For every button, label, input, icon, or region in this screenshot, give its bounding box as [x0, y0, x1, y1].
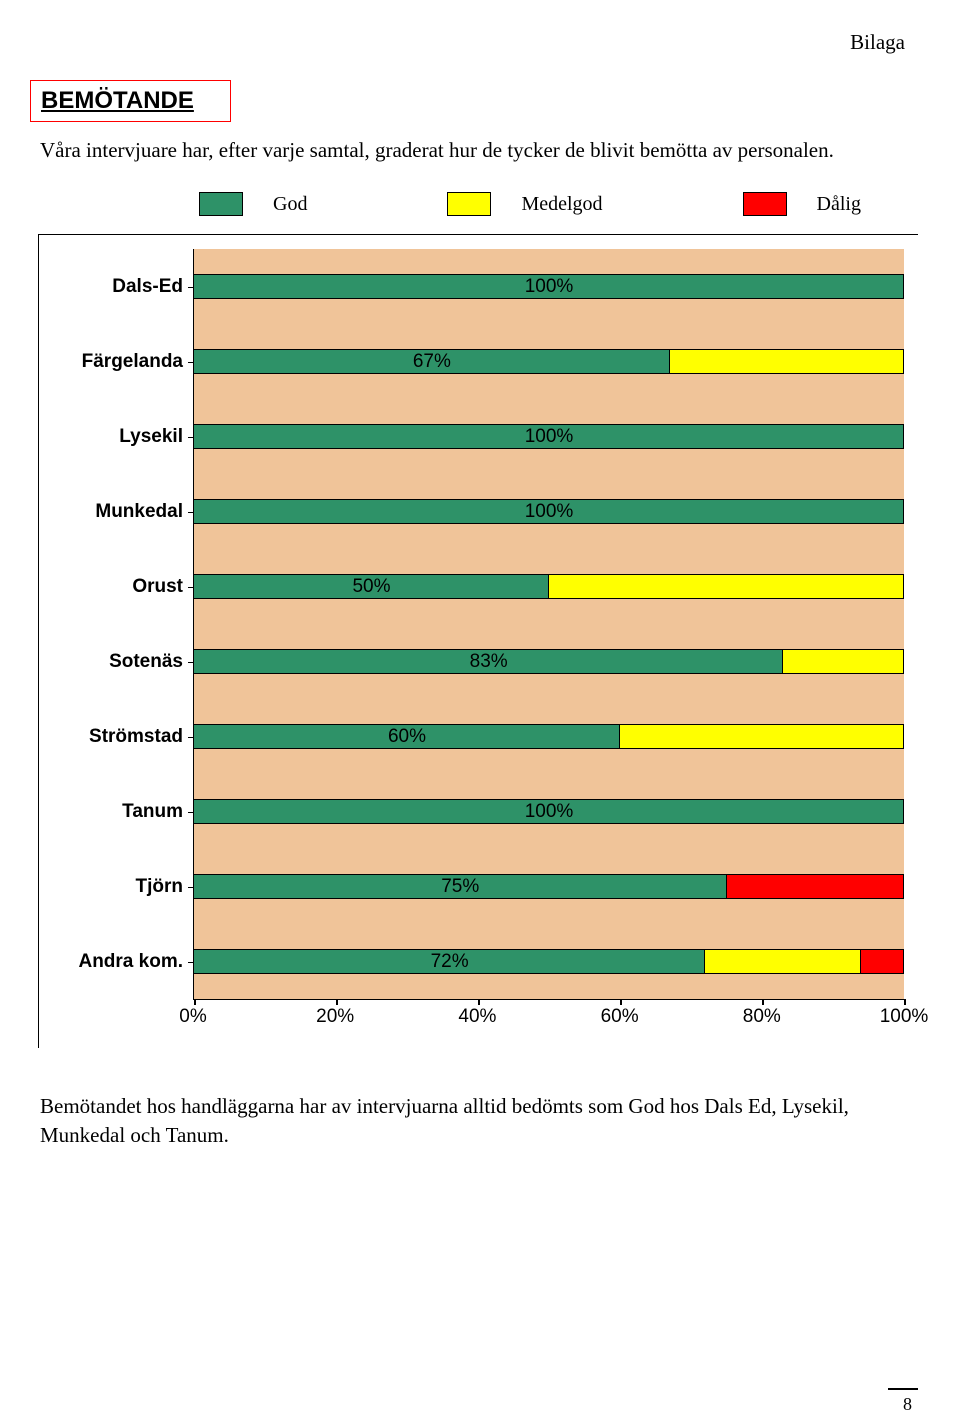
bar-segment-medelgod	[549, 574, 904, 599]
bar-value-label: 83%	[470, 651, 508, 673]
x-tick-label: 60%	[601, 1006, 639, 1028]
chart-container: Dals-EdFärgelandaLysekilMunkedalOrustSot…	[38, 234, 918, 1048]
row-bg	[194, 549, 904, 574]
chart-row: 100%	[194, 474, 904, 549]
legend-item: Medelgod	[447, 192, 602, 216]
bar-track	[194, 949, 904, 974]
y-axis-category-label: Orust	[53, 549, 193, 624]
legend-swatch	[199, 192, 243, 216]
chart-row: 100%	[194, 249, 904, 324]
bar-value-label: 100%	[525, 426, 574, 448]
row-bg	[194, 899, 904, 924]
y-axis-category-label: Sotenäs	[53, 624, 193, 699]
bar-track	[194, 649, 904, 674]
row-bg	[194, 699, 904, 724]
bar-value-label: 67%	[413, 351, 451, 373]
bar-value-label: 100%	[525, 276, 574, 298]
row-bg	[194, 974, 904, 999]
bar-segment-medelgod	[705, 949, 861, 974]
chart-row: 60%	[194, 699, 904, 774]
legend-label: God	[273, 193, 307, 216]
row-bg	[194, 299, 904, 324]
legend-item: Dålig	[743, 192, 861, 216]
bar-value-label: 50%	[352, 576, 390, 598]
row-bg	[194, 324, 904, 349]
row-bg	[194, 624, 904, 649]
bar-value-label: 72%	[431, 951, 469, 973]
x-tick-label: 0%	[179, 1006, 206, 1028]
y-axis-category-label: Lysekil	[53, 399, 193, 474]
row-bg	[194, 524, 904, 549]
conclusion-paragraph: Bemötandet hos handläggarna har av inter…	[40, 1092, 860, 1149]
y-axis-category-label: Tjörn	[53, 849, 193, 924]
row-bg	[194, 374, 904, 399]
page-number-rule	[888, 1388, 918, 1390]
legend-item: God	[199, 192, 307, 216]
chart-row: 75%	[194, 849, 904, 924]
legend-label: Dålig	[817, 193, 861, 216]
y-axis-category-label: Munkedal	[53, 474, 193, 549]
chart-row: 83%	[194, 624, 904, 699]
row-bg	[194, 924, 904, 949]
page-number: 8	[903, 1394, 912, 1415]
bar-track	[194, 874, 904, 899]
header-label: Bilaga	[850, 30, 905, 55]
bar-segment-medelgod	[620, 724, 904, 749]
bar-segment-medelgod	[783, 649, 904, 674]
intro-paragraph: Våra intervjuare har, efter varje samtal…	[40, 136, 860, 164]
bar-segment-medelgod	[670, 349, 904, 374]
legend-swatch	[743, 192, 787, 216]
chart-row: 67%	[194, 324, 904, 399]
bar-value-label: 75%	[441, 876, 479, 898]
legend-label: Medelgod	[521, 193, 602, 216]
bar-segment-dalig	[727, 874, 905, 899]
y-axis-category-label: Dals-Ed	[53, 249, 193, 324]
bar-value-label: 60%	[388, 726, 426, 748]
x-axis: 0%20%40%60%80%100%	[193, 1000, 904, 1034]
chart-row: 72%	[194, 924, 904, 999]
y-axis-category-label: Andra kom.	[53, 924, 193, 999]
bar-segment-dalig	[861, 949, 904, 974]
x-tick-label: 20%	[316, 1006, 354, 1028]
x-tick	[904, 999, 906, 1005]
row-bg	[194, 249, 904, 274]
row-bg	[194, 449, 904, 474]
row-bg	[194, 824, 904, 849]
bar-track	[194, 574, 904, 599]
chart-row: 50%	[194, 549, 904, 624]
row-bg	[194, 749, 904, 774]
bar-track	[194, 349, 904, 374]
chart-legend: God Medelgod Dålig	[130, 192, 930, 216]
bar-value-label: 100%	[525, 501, 574, 523]
chart-plot-area: 100% 67% 100% 100% 50% 83% 60% 100% 75% 72%	[193, 249, 904, 1000]
bar-track	[194, 724, 904, 749]
row-bg	[194, 674, 904, 699]
row-bg	[194, 849, 904, 874]
chart-row: 100%	[194, 774, 904, 849]
row-bg	[194, 599, 904, 624]
x-tick-label: 100%	[880, 1006, 929, 1028]
chart-row: 100%	[194, 399, 904, 474]
row-bg	[194, 774, 904, 799]
y-axis-category-label: Färgelanda	[53, 324, 193, 399]
y-axis-category-label: Tanum	[53, 774, 193, 849]
y-axis-category-label: Strömstad	[53, 699, 193, 774]
page-title: BEMÖTANDE	[41, 87, 194, 114]
x-tick-label: 40%	[458, 1006, 496, 1028]
title-box: BEMÖTANDE	[30, 80, 231, 122]
bar-value-label: 100%	[525, 801, 574, 823]
row-bg	[194, 474, 904, 499]
y-axis-labels: Dals-EdFärgelandaLysekilMunkedalOrustSot…	[53, 249, 193, 1000]
row-bg	[194, 399, 904, 424]
x-tick-label: 80%	[743, 1006, 781, 1028]
legend-swatch	[447, 192, 491, 216]
